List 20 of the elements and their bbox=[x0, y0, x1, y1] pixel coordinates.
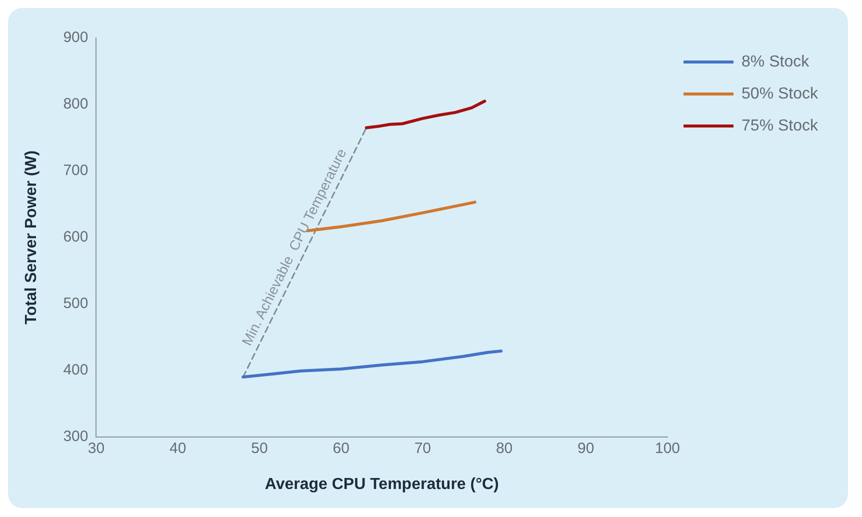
x-tick-label: 30 bbox=[88, 440, 105, 457]
legend-label: 50% Stock bbox=[742, 85, 819, 102]
y-tick-label: 800 bbox=[63, 96, 88, 113]
x-tick-label: 40 bbox=[169, 440, 186, 457]
x-tick-label: 60 bbox=[332, 440, 350, 457]
x-tick-label: 100 bbox=[655, 440, 680, 457]
y-tick-label: 600 bbox=[63, 228, 88, 246]
y-tick-label: 900 bbox=[63, 29, 88, 46]
x-tick-label: 90 bbox=[578, 440, 594, 457]
y-tick-label: 700 bbox=[63, 162, 88, 180]
legend-label: 8% Stock bbox=[742, 53, 810, 70]
y-tick-label: 300 bbox=[63, 428, 88, 445]
x-tick-label: 50 bbox=[251, 440, 268, 457]
y-tick-label: 400 bbox=[63, 361, 88, 378]
legend-label: 75% Stock bbox=[742, 117, 819, 134]
y-tick-label: 500 bbox=[63, 295, 88, 312]
x-tick-label: 70 bbox=[414, 440, 432, 457]
x-tick-label: 80 bbox=[496, 440, 513, 457]
y-axis-title: Total Server Power (W) bbox=[23, 150, 40, 324]
x-axis-title: Average CPU Temperature (°C) bbox=[264, 476, 499, 493]
